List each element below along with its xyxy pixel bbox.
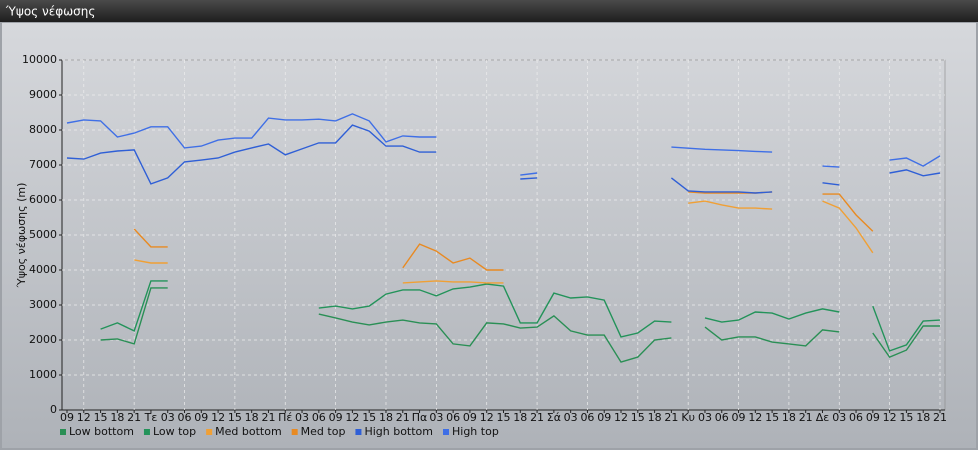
x-tick-label: 06 bbox=[178, 411, 192, 424]
x-tick-label: 03 bbox=[295, 411, 309, 424]
x-tick-label: Κυ bbox=[681, 411, 695, 424]
x-tick-label: 15 bbox=[765, 411, 779, 424]
x-tick-label: 12 bbox=[748, 411, 762, 424]
y-axis-label: Ύψος νέφωσης (m) bbox=[15, 183, 28, 289]
x-tick-label: 09 bbox=[732, 411, 746, 424]
y-tick-label: 4000 bbox=[29, 263, 57, 276]
y-tick-label: 3000 bbox=[29, 298, 57, 311]
x-tick-label: 21 bbox=[127, 411, 141, 424]
legend-label: High top bbox=[452, 425, 499, 438]
y-tick-label: 10000 bbox=[22, 53, 57, 66]
x-tick-label: 06 bbox=[312, 411, 326, 424]
legend-label: Med top bbox=[301, 425, 346, 438]
chart-area bbox=[2, 23, 976, 448]
x-tick-label: 21 bbox=[799, 411, 813, 424]
y-tick-label: 7000 bbox=[29, 158, 57, 171]
series-line bbox=[66, 113, 941, 176]
x-tick-label: 12 bbox=[614, 411, 628, 424]
x-tick-label: 15 bbox=[228, 411, 242, 424]
y-tick-label: 5000 bbox=[29, 228, 57, 241]
x-tick-label: Σά bbox=[547, 411, 561, 424]
legend-label: Low top bbox=[153, 425, 196, 438]
x-tick-label: 15 bbox=[362, 411, 376, 424]
x-tick-label: 21 bbox=[261, 411, 275, 424]
x-tick-label: 09 bbox=[866, 411, 880, 424]
y-tick-label: 9000 bbox=[29, 88, 57, 101]
x-tick-label: Πα bbox=[412, 411, 428, 424]
x-tick-label: 18 bbox=[513, 411, 527, 424]
legend-label: Low bottom bbox=[69, 425, 134, 438]
legend-swatch bbox=[443, 429, 449, 435]
series-line bbox=[100, 287, 940, 363]
x-tick-label: 21 bbox=[933, 411, 947, 424]
x-tick-label: 21 bbox=[396, 411, 410, 424]
x-tick-label: 12 bbox=[480, 411, 494, 424]
x-tick-label: 12 bbox=[211, 411, 225, 424]
x-tick-label: 06 bbox=[580, 411, 594, 424]
x-tick-label: Δε bbox=[816, 411, 830, 424]
x-tick-label: 06 bbox=[715, 411, 729, 424]
legend-swatch bbox=[206, 429, 213, 435]
x-tick-label: 03 bbox=[564, 411, 578, 424]
x-tick-label: 15 bbox=[631, 411, 645, 424]
x-tick-label: 12 bbox=[883, 411, 897, 424]
x-tick-label: 03 bbox=[832, 411, 846, 424]
title-bar bbox=[0, 0, 978, 22]
y-tick-label: 6000 bbox=[29, 193, 57, 206]
legend-swatch bbox=[143, 429, 150, 435]
x-tick-label: 09 bbox=[60, 411, 74, 424]
y-tick-label: 0 bbox=[50, 403, 57, 416]
x-tick-label: 06 bbox=[446, 411, 460, 424]
x-tick-label: 12 bbox=[345, 411, 359, 424]
x-tick-label: 09 bbox=[329, 411, 343, 424]
x-tick-label: 03 bbox=[161, 411, 175, 424]
x-tick-label: 15 bbox=[94, 411, 108, 424]
x-tick-label: 21 bbox=[664, 411, 678, 424]
series-line bbox=[134, 200, 874, 284]
x-tick-label: 18 bbox=[916, 411, 930, 424]
series-line bbox=[133, 191, 874, 271]
x-tick-label: 21 bbox=[530, 411, 544, 424]
series-line bbox=[66, 124, 941, 194]
series-line bbox=[100, 280, 941, 352]
x-tick-label: 12 bbox=[77, 411, 91, 424]
x-tick-label: 18 bbox=[782, 411, 796, 424]
x-tick-label: 06 bbox=[849, 411, 863, 424]
x-tick-label: 15 bbox=[497, 411, 511, 424]
legend-swatch bbox=[60, 429, 66, 435]
y-tick-label: 8000 bbox=[29, 123, 57, 136]
x-tick-label: 18 bbox=[379, 411, 393, 424]
y-tick-label: 2000 bbox=[29, 333, 57, 346]
legend-label: High bottom bbox=[364, 425, 433, 438]
x-tick-label: 18 bbox=[245, 411, 259, 424]
legend-swatch bbox=[355, 429, 362, 435]
x-tick-label: 18 bbox=[648, 411, 662, 424]
x-tick-label: 03 bbox=[429, 411, 443, 424]
x-tick-label: 15 bbox=[899, 411, 913, 424]
legend-swatch bbox=[291, 429, 298, 435]
window-title: Ύψος νέφωσης bbox=[5, 5, 95, 19]
x-tick-label: Τε bbox=[144, 411, 158, 424]
x-tick-label: Πέ bbox=[278, 411, 292, 424]
x-tick-label: 09 bbox=[597, 411, 611, 424]
x-tick-label: 18 bbox=[110, 411, 124, 424]
x-tick-label: 09 bbox=[194, 411, 208, 424]
x-tick-label: 03 bbox=[698, 411, 712, 424]
x-tick-label: 09 bbox=[463, 411, 477, 424]
y-tick-label: 1000 bbox=[29, 368, 57, 381]
legend-label: Med bottom bbox=[215, 425, 282, 438]
